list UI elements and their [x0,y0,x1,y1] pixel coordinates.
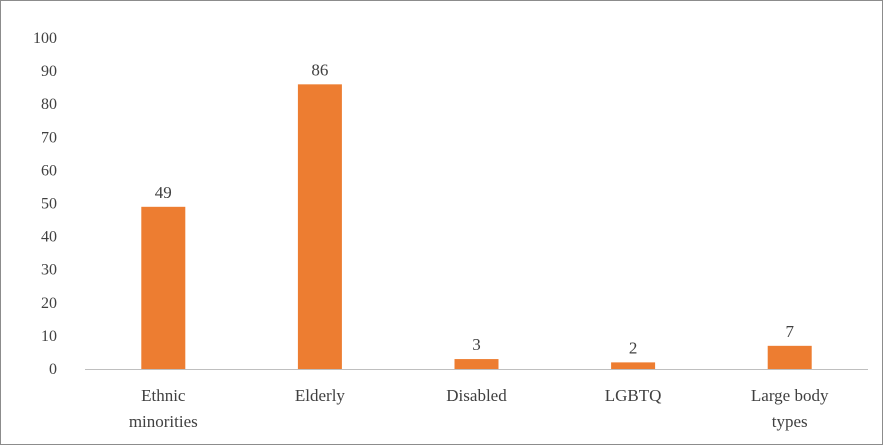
data-label: 86 [311,60,328,79]
data-label: 7 [785,322,794,341]
bar [611,362,656,369]
bar [767,345,812,369]
bar [141,206,186,369]
data-label: 2 [629,338,638,357]
y-tick-label: 90 [41,63,57,80]
y-tick-label: 50 [41,196,57,213]
category-label: types [772,412,808,431]
category-label: LGBTQ [605,386,662,405]
y-tick-label: 10 [41,328,57,345]
y-tick-label: 30 [41,262,57,279]
bar [454,359,499,369]
y-tick-label: 60 [41,162,57,179]
bar [297,84,342,369]
y-axis-ticks: 0 10 20 30 40 50 60 70 80 90 100 [33,30,57,378]
category-label: Ethnic [141,386,186,405]
x-axis-categories: Ethnic minorities Elderly Disabled LGBTQ Larg… [129,386,829,431]
y-tick-label: 20 [41,295,57,312]
category-label: Disabled [446,386,507,405]
category-label: minorities [129,412,198,431]
data-labels: 49 86 3 2 7 [155,60,795,357]
category-label: Large body [751,386,829,405]
category-label: Elderly [295,386,346,405]
y-tick-label: 80 [41,96,57,113]
y-tick-label: 100 [33,30,57,47]
y-tick-label: 70 [41,129,57,146]
bars [141,84,812,369]
y-tick-label: 0 [49,361,57,378]
y-tick-label: 40 [41,229,57,246]
data-label: 49 [155,183,172,202]
data-label: 3 [472,335,481,354]
